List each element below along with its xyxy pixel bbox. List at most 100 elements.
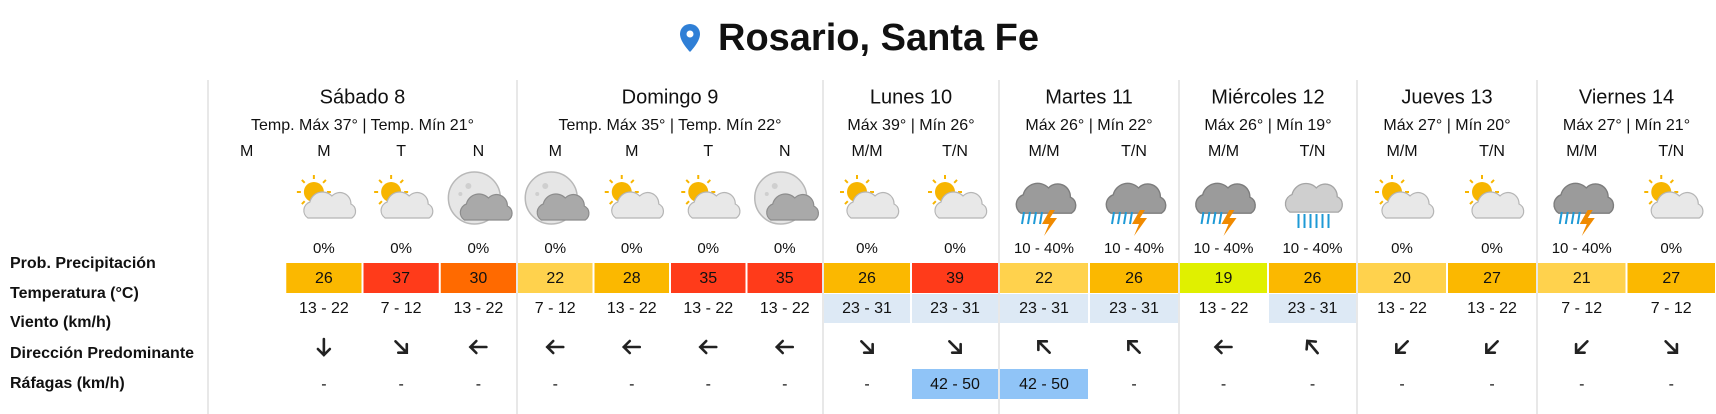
precip: 0% bbox=[544, 240, 566, 257]
sun-ray bbox=[609, 179, 614, 184]
row-label: Dirección Predominante bbox=[10, 345, 194, 362]
sun-ray bbox=[865, 179, 870, 184]
period-label: N bbox=[779, 143, 791, 160]
arrow-shape bbox=[1664, 340, 1679, 354]
gust: - bbox=[398, 376, 403, 393]
rain-drop bbox=[1027, 211, 1031, 225]
crater bbox=[542, 183, 549, 189]
sun-ray bbox=[378, 200, 383, 205]
weather-icon bbox=[1015, 182, 1077, 236]
sun-ray bbox=[399, 179, 404, 184]
period-label: M/M bbox=[1208, 143, 1239, 160]
bolt bbox=[1132, 210, 1147, 236]
gust: - bbox=[782, 376, 787, 393]
precip: 10 - 40% bbox=[1552, 240, 1612, 257]
arrow-shape bbox=[1574, 340, 1589, 354]
crater bbox=[771, 183, 778, 189]
gust: - bbox=[321, 376, 326, 393]
rain-drop bbox=[1206, 211, 1211, 225]
temp-cell bbox=[1358, 263, 1446, 293]
weather-icon bbox=[928, 175, 988, 219]
precip: 0% bbox=[1481, 240, 1503, 257]
sun-ray bbox=[685, 179, 690, 184]
cloud bbox=[1105, 182, 1167, 214]
cloud bbox=[1650, 191, 1704, 219]
period-label: M bbox=[240, 143, 253, 160]
arrow-shape bbox=[468, 339, 488, 355]
arrow-shape bbox=[1485, 340, 1499, 354]
temp-cell bbox=[1090, 263, 1178, 293]
weather-icon bbox=[1375, 175, 1435, 219]
gust: - bbox=[1669, 376, 1674, 393]
period-label: N bbox=[473, 143, 485, 160]
precip: 0% bbox=[697, 240, 719, 257]
arrow-shape bbox=[774, 339, 795, 355]
wind-arrow bbox=[860, 340, 874, 354]
weather-icon bbox=[447, 171, 513, 225]
precip: 0% bbox=[621, 240, 643, 257]
temp-cell bbox=[1538, 263, 1626, 293]
wind: 23 - 31 bbox=[1288, 300, 1338, 317]
weather-icon bbox=[604, 175, 664, 219]
gust: - bbox=[864, 376, 869, 393]
bolt bbox=[1042, 210, 1057, 236]
temp: 22 bbox=[1035, 270, 1053, 287]
weather-icon bbox=[524, 171, 590, 225]
cloud bbox=[766, 193, 819, 221]
cloud bbox=[1284, 182, 1343, 213]
rain-drop bbox=[1564, 211, 1569, 225]
sun-ray bbox=[301, 200, 306, 205]
pin-icon bbox=[680, 24, 700, 52]
day-temps: Máx 26° | Mín 22° bbox=[1025, 117, 1152, 134]
period-label: M/M bbox=[1566, 143, 1597, 160]
precip: 0% bbox=[944, 240, 966, 257]
precip: 0% bbox=[390, 240, 412, 257]
temp-cell bbox=[912, 263, 998, 293]
cloud bbox=[1471, 191, 1525, 219]
row-label: Viento (km/h) bbox=[10, 314, 111, 331]
cloud bbox=[1015, 182, 1077, 214]
wind-cell bbox=[912, 294, 998, 323]
sun-ray bbox=[1469, 179, 1474, 184]
arrow-shape bbox=[1305, 339, 1319, 355]
day-temps: Máx 26° | Mín 19° bbox=[1204, 117, 1331, 134]
rain-drop bbox=[1576, 211, 1581, 225]
wind: 7 - 12 bbox=[1561, 300, 1602, 317]
wind: 13 - 22 bbox=[1377, 300, 1427, 317]
temp: 27 bbox=[1483, 270, 1501, 287]
sun-ray bbox=[378, 179, 383, 184]
temp: 26 bbox=[315, 270, 333, 287]
weather-icon bbox=[374, 175, 434, 219]
arrow-shape bbox=[316, 337, 332, 357]
temp-cell bbox=[594, 263, 669, 293]
precip: 0% bbox=[313, 240, 335, 257]
period-label: T bbox=[396, 143, 406, 160]
gust: - bbox=[1489, 376, 1494, 393]
wind-arrow bbox=[948, 340, 962, 354]
temp: 35 bbox=[776, 270, 794, 287]
temp-cell bbox=[1269, 263, 1356, 293]
period-label: M/M bbox=[851, 143, 882, 160]
wind-arrow bbox=[1664, 340, 1679, 354]
wind: 13 - 22 bbox=[1199, 300, 1249, 317]
period-label: M/M bbox=[1386, 143, 1417, 160]
temp: 19 bbox=[1215, 270, 1233, 287]
gust: - bbox=[1131, 376, 1136, 393]
temp-cell bbox=[1000, 263, 1088, 293]
weather-icon bbox=[1644, 175, 1704, 219]
wind-arrow bbox=[1485, 340, 1499, 354]
gust: 42 - 50 bbox=[930, 376, 980, 393]
crater bbox=[458, 192, 463, 196]
weather-icon bbox=[840, 175, 900, 219]
temp: 22 bbox=[546, 270, 564, 287]
cloud bbox=[611, 191, 664, 219]
precip: 0% bbox=[856, 240, 878, 257]
temp: 35 bbox=[699, 270, 717, 287]
row-label: Prob. Precipitación bbox=[10, 255, 156, 272]
sun-ray bbox=[844, 200, 849, 205]
gust-cell bbox=[912, 369, 998, 399]
period-label: T/N bbox=[942, 143, 968, 160]
cloud bbox=[1381, 191, 1435, 219]
arrow-shape bbox=[1213, 339, 1233, 355]
